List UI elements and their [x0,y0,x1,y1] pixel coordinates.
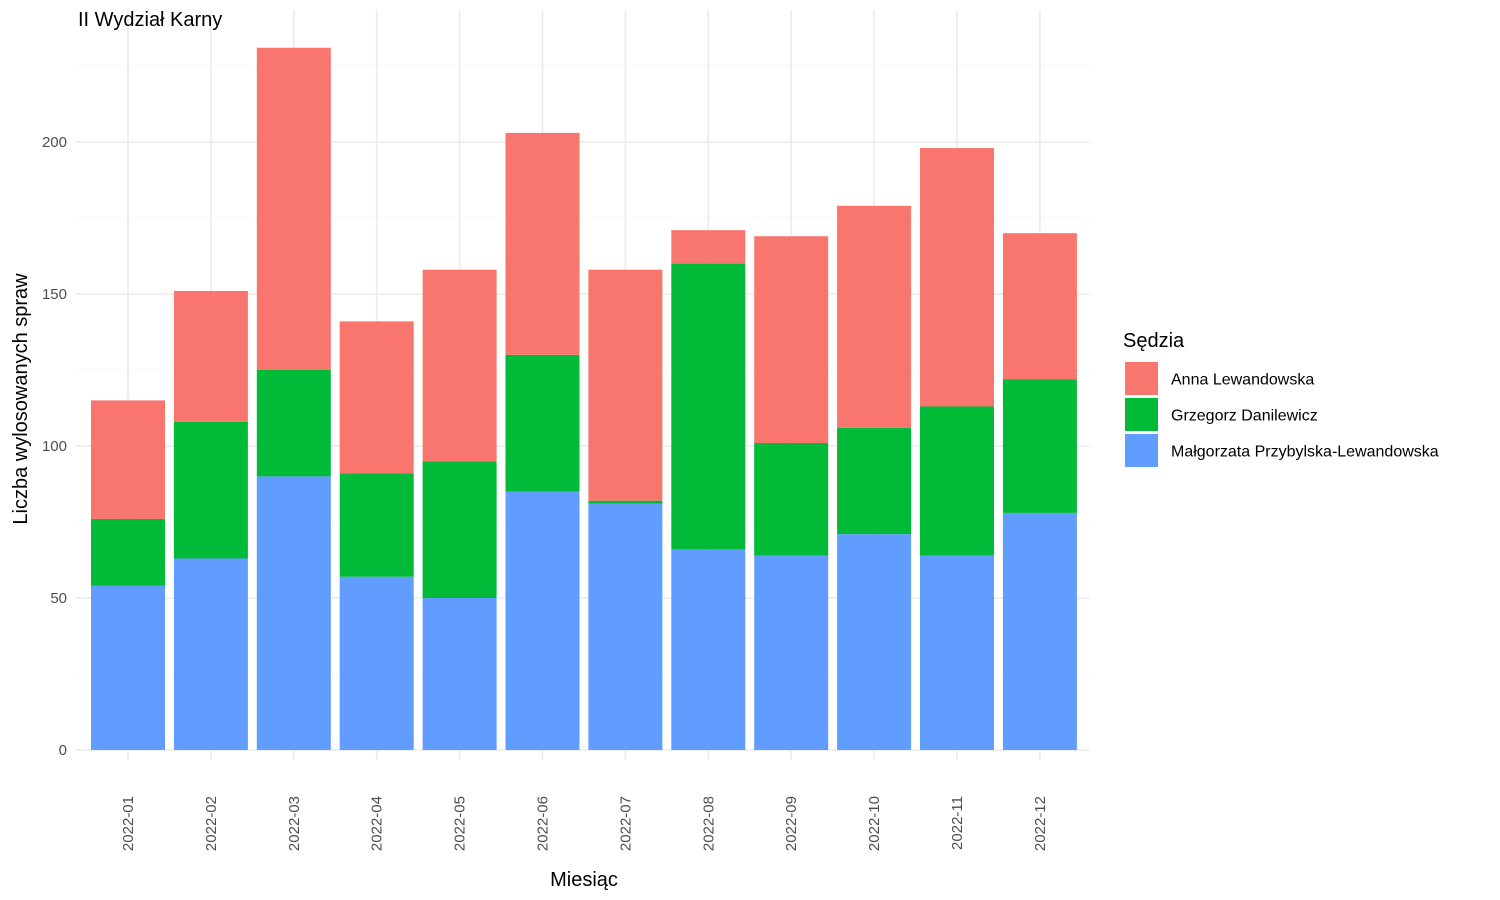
bar-segment [173,290,248,422]
bar-segment [422,598,497,750]
bar-segment [920,406,994,556]
bar-segment [256,47,331,370]
bar-segment [1002,512,1077,750]
bar-segment [256,476,331,750]
bars [91,47,1077,750]
x-tick-label: 2022-03 [286,796,303,851]
bar-segment [837,534,912,750]
bar-segment [91,518,165,586]
legend-key [1125,362,1158,395]
chart-title: II Wydział Karny [78,9,222,31]
x-tick-label: 2022-08 [700,796,717,851]
x-tick-label: 2022-04 [369,796,386,851]
bar-segment [754,442,829,556]
legend-label: Małgorzata Przybylska-Lewandowska [1171,444,1439,461]
bar-segment [173,421,248,559]
bar-segment [837,427,912,535]
y-tick-label: 150 [42,286,67,303]
bar-segment [671,549,746,750]
x-tick-label: 2022-07 [617,796,634,851]
x-tick-label: 2022-06 [535,796,552,851]
x-tick-label: 2022-05 [452,796,469,851]
x-axis-title: Miesiąc [550,869,618,891]
bar-segment [754,236,829,443]
y-tick-label: 50 [50,590,67,607]
bar-segment [754,555,829,750]
bar-segment [339,576,414,750]
bar-segment [588,269,663,501]
bar-segment [671,263,746,550]
bar-segment [91,400,165,519]
bar-segment [339,473,414,577]
legend-label: Grzegorz Danilewicz [1171,408,1318,425]
x-tick-label: 2022-01 [120,796,137,851]
x-tick-label: 2022-02 [203,796,220,851]
axes: 0 50 100 150 200 2022-01 2022-02 2022-03 2022-04… [42,134,1049,851]
y-tick-label: 0 [59,742,67,759]
x-tick-label: 2022-11 [949,796,966,850]
bar-segment [173,558,248,750]
bar-segment [505,132,580,355]
x-tick-label: 2022-12 [1032,796,1049,851]
legend: Sędzia Anna Lewandowska Grzegorz Danilewi… [1123,330,1439,467]
bar-segment [1002,233,1077,380]
x-tick-label: 2022-09 [783,796,800,851]
legend-key [1125,398,1158,431]
bar-segment [256,370,331,477]
x-tick-label: 2022-10 [866,796,883,851]
bar-segment [920,148,994,407]
bar-segment [588,503,663,750]
bar-segment [422,461,497,598]
bar-segment [588,500,663,504]
bar-segment [920,555,994,750]
bar-segment [1002,379,1077,513]
legend-label: Anna Lewandowska [1171,372,1314,389]
legend-key [1125,434,1158,467]
y-tick-label: 200 [42,134,67,151]
bar-segment [339,321,414,474]
bar-segment [837,205,912,428]
bar-segment [505,354,580,492]
bar-segment [422,269,497,462]
y-tick-label: 100 [42,438,67,455]
legend-title: Sędzia [1123,330,1185,352]
y-axis-title: Liczba wylosowanych spraw [10,273,32,525]
bar-segment [671,230,746,264]
bar-segment [91,585,165,750]
bar-segment [505,491,580,750]
